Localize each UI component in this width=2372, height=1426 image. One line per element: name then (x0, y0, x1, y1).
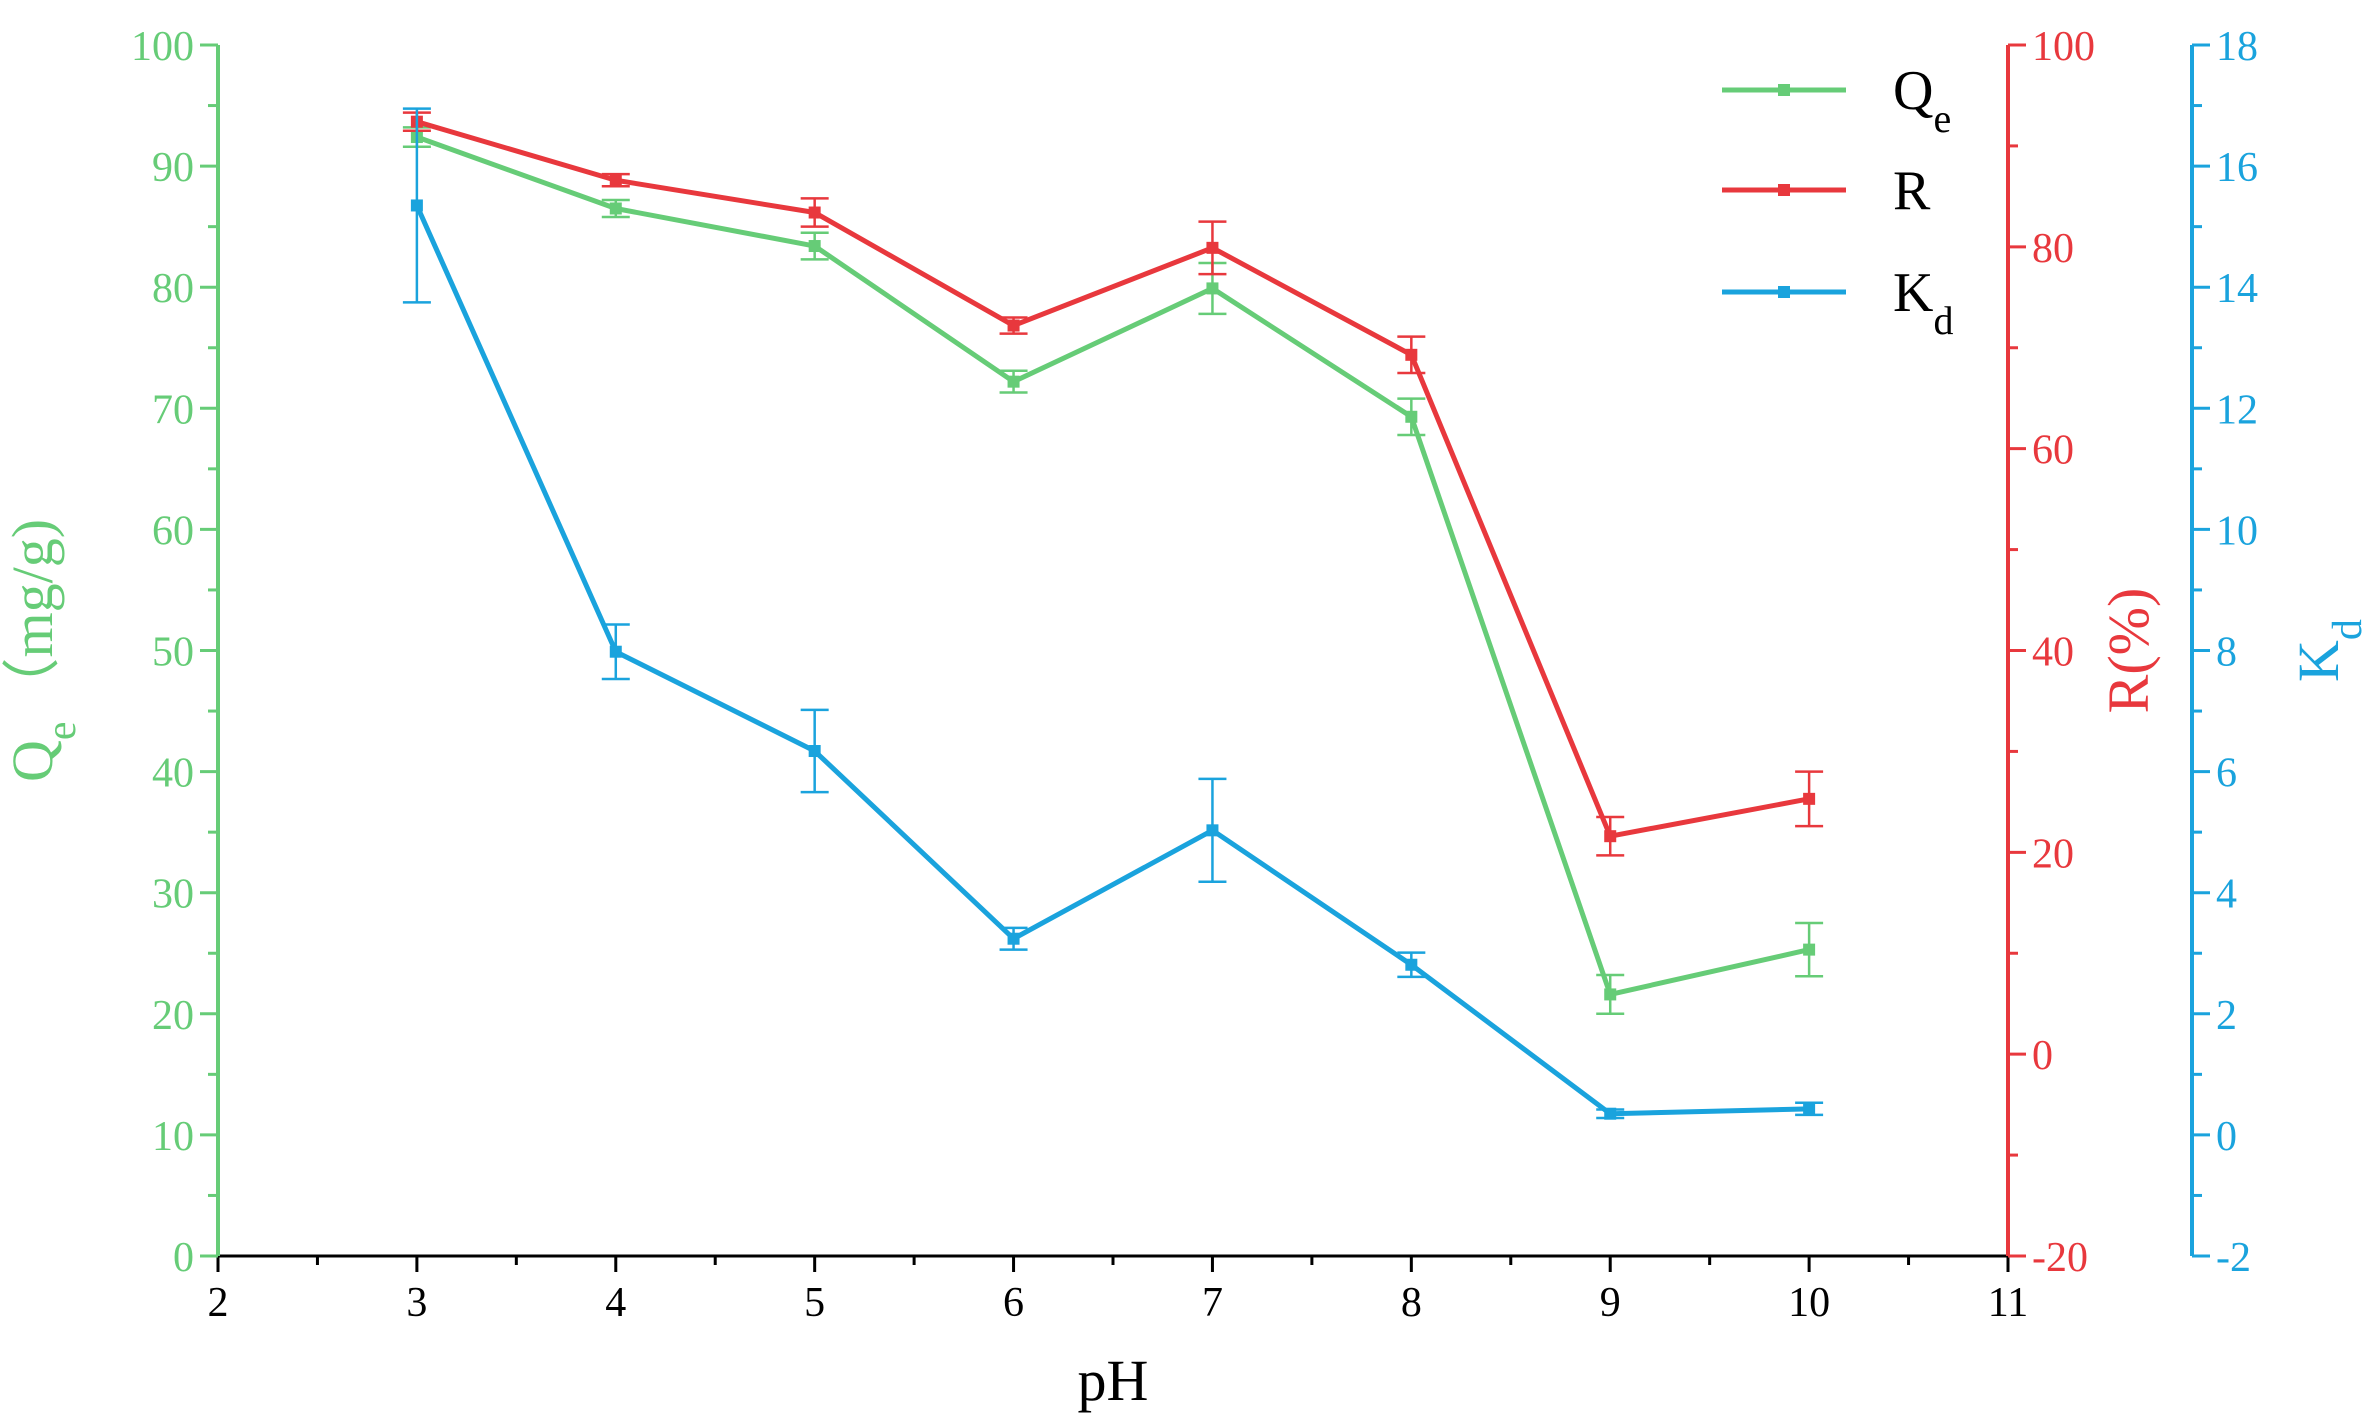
x-tick-label: 11 (1988, 1280, 2028, 1326)
series-line-kd (414, 204, 1810, 1117)
data-point-qe (1007, 375, 1020, 388)
x-tick-label: 8 (1401, 1280, 1422, 1326)
x-tick-label: 4 (605, 1280, 626, 1326)
data-point-r (1803, 792, 1816, 805)
legend-entry-qe: Qe (1722, 60, 1951, 141)
r-tick-label: 20 (2032, 831, 2074, 877)
data-point-qe (808, 240, 821, 253)
legend-label-sub: d (1933, 298, 1953, 343)
data-point-kd (1206, 824, 1219, 837)
legend-entry-r: R (1722, 160, 1931, 222)
r-tick-label: 80 (2032, 226, 2074, 272)
data-point-kd (410, 199, 423, 212)
r-tick-label: 60 (2032, 428, 2074, 474)
r-axis-title: R(%) (2096, 588, 2161, 714)
qe-tick-label: 60 (152, 508, 194, 554)
kd-axis-title-main: K (2286, 640, 2351, 682)
x-tick-label: 10 (1788, 1280, 1830, 1326)
x-tick-label: 5 (804, 1280, 825, 1326)
kd-axis-title-sub: d (2325, 619, 2371, 640)
kd-axis-title: Kd (2286, 619, 2371, 682)
data-point-qe (1604, 988, 1617, 1001)
qe-tick-label: 10 (152, 1114, 194, 1160)
x-axis-title: pH (1078, 1348, 1149, 1413)
data-point-r (1405, 348, 1418, 361)
qe-tick-label: 100 (131, 24, 194, 70)
x-tick-label: 7 (1202, 1280, 1223, 1326)
qe-axis-title-unit: （mg/g) (0, 519, 65, 716)
data-point-qe (1405, 410, 1418, 423)
qe-tick-label: 0 (173, 1235, 194, 1281)
qe-tick-label: 50 (152, 630, 194, 676)
data-point-kd (808, 745, 821, 758)
qe-axis-title-sub: e (39, 722, 85, 741)
r-tick-label: -20 (2032, 1235, 2088, 1281)
legend-label-kd: Kd (1893, 262, 1953, 343)
data-point-kd (1007, 932, 1020, 945)
r-tick-label: 100 (2032, 24, 2095, 70)
series-kd (402, 107, 1824, 1120)
kd-tick-label: 4 (2216, 872, 2237, 918)
legend-label-main: K (1893, 262, 1933, 324)
qe-tick-label: 20 (152, 993, 194, 1039)
legend-marker-qe (1778, 84, 1790, 96)
x-tick-label: 3 (406, 1280, 427, 1326)
kd-tick-label: 18 (2216, 24, 2258, 70)
r-tick-label: 0 (2032, 1033, 2053, 1079)
kd-tick-label: 14 (2216, 266, 2258, 312)
r-tick-label: 40 (2032, 630, 2074, 676)
data-point-r (1206, 241, 1219, 254)
series-line-qe (416, 134, 1810, 997)
legend-label-r: R (1893, 160, 1931, 222)
data-point-r (609, 174, 622, 187)
qe-tick-label: 80 (152, 266, 194, 312)
data-point-r (1007, 319, 1020, 332)
kd-tick-label: 6 (2216, 751, 2237, 797)
data-point-r (808, 206, 821, 219)
kd-tick-label: 10 (2216, 508, 2258, 554)
series-layer (402, 107, 1824, 1120)
data-point-qe (1206, 282, 1219, 295)
data-point-kd (609, 645, 622, 658)
axes-layer: 2 3 4 5 6 7 8 9 10 11pH0102030405060708090100Qe（m… (0, 24, 2371, 1413)
qe-axis-title: Qe （mg/g) (0, 519, 85, 782)
x-tick-label: 2 (208, 1280, 229, 1326)
kd-tick-label: 2 (2216, 993, 2237, 1039)
qe-axis-title-main: Q (0, 740, 65, 782)
x-tick-label: 9 (1600, 1280, 1621, 1326)
data-point-qe (1803, 943, 1816, 956)
legend-entry-kd: Kd (1722, 262, 1953, 343)
data-point-kd (1604, 1107, 1617, 1120)
qe-tick-label: 40 (152, 751, 194, 797)
x-tick-label: 6 (1003, 1280, 1024, 1326)
legend-label-main: Q (1893, 60, 1933, 122)
series-r (402, 111, 1824, 857)
legend-marker-r (1778, 184, 1790, 196)
legend-label-sub: e (1933, 96, 1951, 141)
kd-tick-label: 0 (2216, 1114, 2237, 1160)
kd-tick-label: 12 (2216, 387, 2258, 433)
kd-tick-label: 16 (2216, 145, 2258, 191)
data-point-qe (609, 202, 622, 215)
data-point-kd (1405, 958, 1418, 971)
series-line-r (416, 119, 1810, 839)
data-point-r (1604, 830, 1617, 843)
kd-tick-label: -2 (2216, 1235, 2251, 1281)
legend-label-qe: Qe (1893, 60, 1951, 141)
kd-tick-label: 8 (2216, 630, 2237, 676)
qe-tick-label: 70 (152, 387, 194, 433)
data-point-kd (1803, 1102, 1816, 1115)
legend-label-main: R (1893, 160, 1931, 222)
legend-marker-kd (1778, 286, 1790, 298)
qe-tick-label: 30 (152, 872, 194, 918)
series-qe (402, 126, 1824, 1016)
r-axis-title-main: R(%) (2096, 588, 2161, 714)
qe-tick-label: 90 (152, 145, 194, 191)
